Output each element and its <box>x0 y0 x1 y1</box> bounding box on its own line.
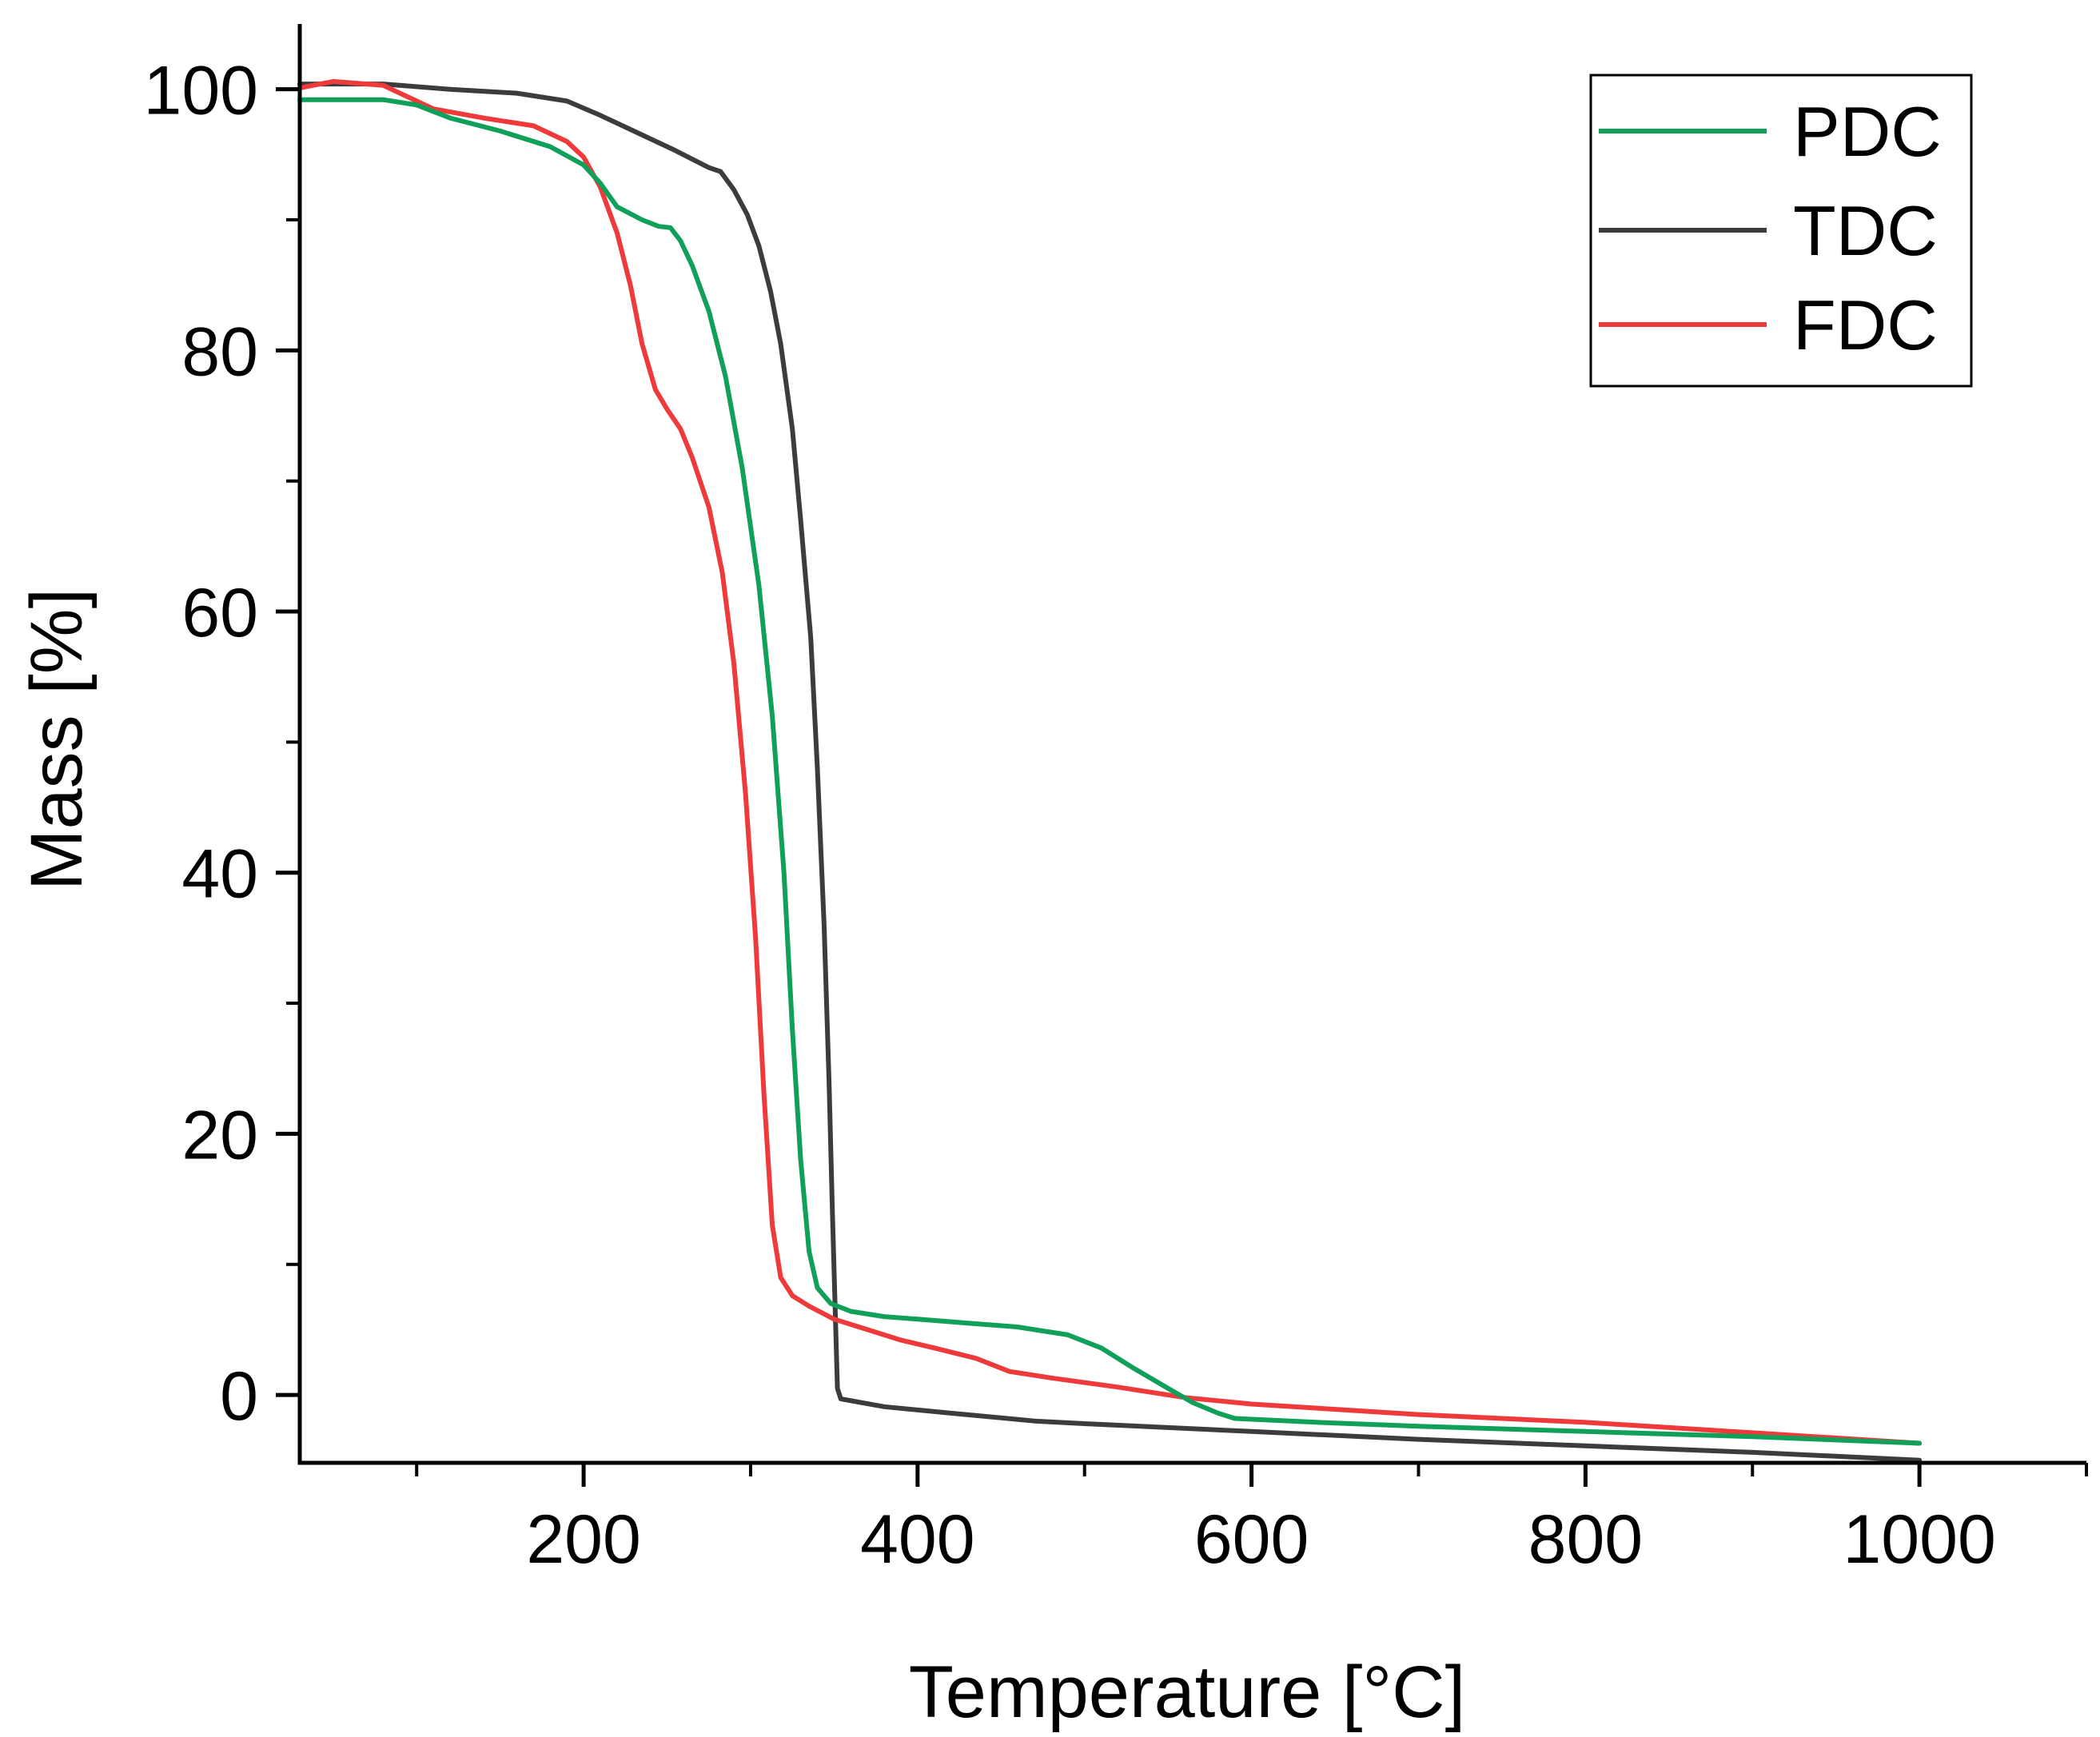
x-axis-ticks: 200 400 600 800 1000 <box>415 1463 2088 1578</box>
x-tick-label: 1000 <box>1843 1501 1995 1578</box>
plot-area: 200 400 600 800 1000 0 20 40 60 80 100 <box>144 24 2088 1578</box>
y-axis-title: Mass [%] <box>16 588 98 890</box>
series-line-pdc <box>297 97 1923 1446</box>
series-layer <box>297 78 1923 1463</box>
y-tick-label: 60 <box>181 575 258 651</box>
y-tick-label: 20 <box>181 1097 258 1173</box>
series-line-tdc <box>297 82 1923 1463</box>
legend-label-fdc: FDC <box>1793 285 1938 365</box>
y-tick-label: 100 <box>144 53 259 129</box>
y-tick-label: 0 <box>220 1358 258 1435</box>
x-tick-label: 200 <box>526 1501 641 1578</box>
x-tick-label: 600 <box>1194 1501 1309 1578</box>
x-axis-title: Temperature [°C] <box>909 1651 1465 1733</box>
legend: PDC TDC FDC <box>1589 74 1973 388</box>
y-tick-label: 80 <box>181 313 258 390</box>
x-tick-label: 800 <box>1528 1501 1644 1578</box>
series-line-fdc <box>297 78 1923 1446</box>
y-tick-label: 40 <box>181 836 258 913</box>
legend-label-tdc: TDC <box>1793 191 1938 270</box>
y-axis-ticks: 0 20 40 60 80 100 <box>144 53 300 1435</box>
x-tick-label: 400 <box>860 1501 975 1578</box>
legend-label-pdc: PDC <box>1793 92 1942 171</box>
